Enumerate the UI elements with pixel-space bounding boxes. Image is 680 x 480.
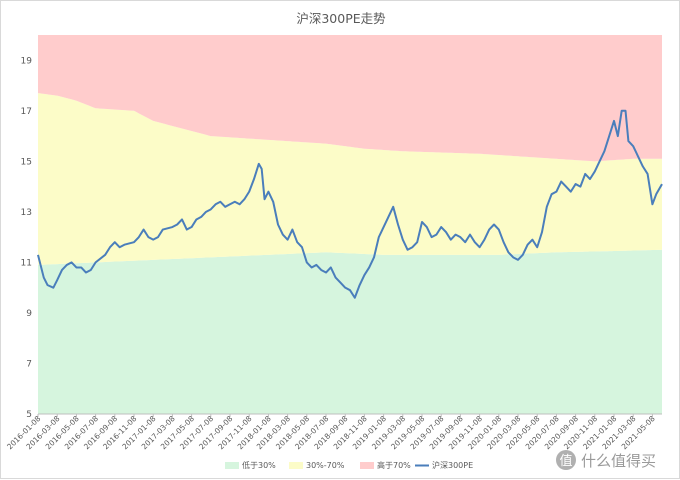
- y-tick-label: 7: [26, 359, 32, 369]
- y-tick-label: 11: [21, 258, 32, 268]
- legend-swatch: [289, 462, 303, 469]
- y-tick-label: 17: [21, 107, 32, 117]
- y-tick-label: 13: [21, 208, 32, 218]
- y-tick-label: 5: [26, 410, 32, 420]
- legend-label: 沪深300PE: [432, 460, 473, 470]
- x-axis: 2016-01-082016-03-082016-05-082016-07-08…: [5, 413, 662, 451]
- pe-line: [37, 109, 663, 299]
- chart-title: 沪深300PE走势: [296, 11, 386, 26]
- legend-label: 30%-70%: [306, 461, 345, 470]
- badge-value-glyph: 值: [559, 453, 572, 469]
- y-tick-label: 19: [21, 56, 33, 66]
- legend: 低于30% 30%-70% 高于70% 沪深300PE: [225, 460, 473, 470]
- legend-label: 低于30%: [242, 460, 276, 470]
- badge-value-icon: [556, 450, 576, 470]
- legend-swatch: [360, 462, 374, 469]
- y-tick-label: 9: [26, 309, 32, 319]
- legend-label: 高于70%: [377, 460, 411, 470]
- watermark: 值 什么值得买: [556, 450, 656, 470]
- watermark-text: 什么值得买: [581, 452, 656, 470]
- band-low: [38, 249, 662, 414]
- y-axis: 5 7 9 11 13 15 17 19: [21, 56, 33, 420]
- band-high: [38, 35, 662, 162]
- legend-swatch: [225, 462, 239, 469]
- y-tick-label: 15: [21, 157, 32, 167]
- plot-area: [37, 35, 663, 414]
